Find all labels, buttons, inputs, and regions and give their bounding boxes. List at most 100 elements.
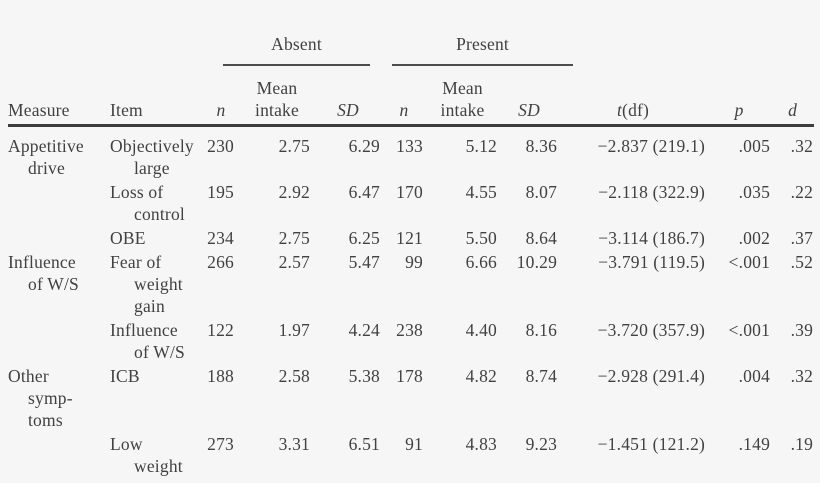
cell-measure [8, 179, 110, 225]
cell-absent-sd: 5.38 [348, 366, 381, 386]
header-present-mean-intake: Mean intake [426, 66, 500, 127]
cell-item: Fear of weight gain [110, 252, 183, 316]
table-row: Loss of control 195 2.92 6.47 170 4.55 8… [8, 179, 814, 225]
cell-absent-mean-intake: 2.58 [278, 366, 310, 386]
header-item: Item [110, 66, 202, 127]
group-header-spacer [559, 0, 814, 66]
cell-present-mean-intake: 4.82 [465, 366, 498, 386]
header-t-df: t(df) [559, 66, 708, 127]
t-label: t [616, 100, 623, 120]
cell-item: Influence of W/S [110, 320, 185, 362]
cell-present-mean-intake: 6.66 [465, 252, 498, 272]
cell-d: .39 [790, 320, 814, 340]
cell-d: .32 [790, 366, 814, 386]
group-header-absent-cell: Absent [202, 0, 382, 66]
cell-absent-sd: 5.47 [348, 252, 381, 272]
cell-item: Objectively large [110, 136, 194, 178]
cell-present-sd: 8.64 [525, 228, 558, 248]
table-row: OBE 234 2.75 6.25 121 5.50 8.64 −3.114 (… [8, 225, 814, 249]
cell-absent-sd: 6.29 [348, 136, 381, 156]
cell-absent-sd: 4.24 [348, 320, 381, 340]
cell-measure [8, 431, 110, 477]
cell-measure: Influence of W/S [8, 252, 79, 294]
cell-absent-n: 234 [207, 228, 234, 248]
cell-item: Loss of control [110, 182, 185, 224]
cell-d: .19 [790, 434, 814, 454]
cell-p: <.001 [728, 320, 771, 340]
cell-measure: Other symp- toms [8, 366, 73, 430]
cell-absent-n: 122 [207, 320, 234, 340]
cell-t-df: −2.928 (291.4) [597, 366, 706, 386]
cell-present-n: 238 [396, 320, 424, 340]
cell-t-df: −1.451 (121.2) [597, 434, 706, 454]
cell-t-df: −2.118 (322.9) [598, 182, 706, 202]
cell-p: <.001 [728, 252, 771, 272]
cell-measure [8, 225, 110, 249]
cell-present-sd: 8.16 [525, 320, 558, 340]
cell-present-n: 170 [396, 182, 424, 202]
cell-t-df: −3.720 (357.9) [597, 320, 706, 340]
df-label: (df) [622, 100, 650, 120]
cell-absent-sd: 6.25 [348, 228, 381, 248]
cell-absent-n: 188 [207, 366, 234, 386]
cell-absent-n: 195 [207, 182, 234, 202]
cell-absent-mean-intake: 2.57 [278, 252, 310, 272]
cell-item: OBE [110, 228, 146, 248]
group-header-present: Present [392, 33, 574, 66]
group-header-absent: Absent [223, 33, 371, 66]
group-header-spacer [8, 0, 202, 66]
cell-absent-n: 266 [207, 252, 234, 272]
cell-present-sd: 8.36 [525, 136, 558, 156]
table-row: Influence of W/S Fear of weight gain 266… [8, 249, 814, 317]
cell-d: .32 [790, 136, 814, 156]
header-measure: Measure [8, 66, 110, 127]
table-row: Low weight 273 3.31 6.51 91 4.83 9.23 −1… [8, 431, 814, 477]
cell-present-mean-intake: 4.83 [465, 434, 498, 454]
cell-present-n: 99 [405, 252, 424, 272]
cell-absent-mean-intake: 2.92 [278, 182, 310, 202]
header-absent-n: n [202, 66, 240, 127]
cell-present-sd: 8.07 [525, 182, 558, 202]
cell-absent-n: 230 [207, 136, 234, 156]
cell-absent-sd: 6.47 [348, 182, 381, 202]
cell-t-df: −2.837 (219.1) [597, 136, 706, 156]
header-absent-sd: SD [314, 66, 383, 127]
cell-item: Low weight [110, 434, 183, 476]
table-row: Other symp- toms ICB 188 2.58 5.38 178 4… [8, 363, 814, 431]
statistics-table: Absent Present Measure Item n Mean intak… [8, 0, 815, 477]
cell-t-df: −3.791 (119.5) [598, 252, 706, 272]
group-header-row: Absent Present [8, 0, 814, 66]
cell-present-sd: 9.23 [525, 434, 558, 454]
cell-absent-mean-intake: 2.75 [278, 136, 310, 156]
cell-measure: Appetitive drive [8, 136, 84, 178]
cell-measure [8, 317, 110, 363]
cell-absent-mean-intake: 2.75 [278, 228, 310, 248]
cell-p: .004 [738, 366, 771, 386]
cell-present-n: 121 [396, 228, 424, 248]
group-header-present-cell: Present [382, 0, 574, 66]
cell-present-sd: 8.74 [525, 366, 558, 386]
cell-present-n: 91 [405, 434, 424, 454]
cell-absent-mean-intake: 3.31 [278, 434, 310, 454]
header-present-sd: SD [499, 66, 560, 127]
cell-item: ICB [110, 366, 140, 386]
cell-absent-sd: 6.51 [348, 434, 381, 454]
cell-p: .005 [738, 136, 771, 156]
header-d: d [771, 66, 815, 127]
cell-present-n: 178 [396, 366, 424, 386]
cell-d: .22 [790, 182, 814, 202]
cell-present-mean-intake: 5.50 [465, 228, 498, 248]
cell-present-mean-intake: 4.40 [465, 320, 498, 340]
header-p: p [707, 66, 772, 127]
cell-p: .035 [738, 182, 771, 202]
cell-absent-n: 273 [207, 434, 234, 454]
cell-t-df: −3.114 (186.7) [598, 228, 706, 248]
cell-p: .149 [738, 434, 771, 454]
cell-d: .52 [790, 252, 814, 272]
cell-present-mean-intake: 5.12 [465, 136, 498, 156]
cell-absent-mean-intake: 1.97 [278, 320, 310, 340]
cell-d: .37 [790, 228, 814, 248]
table-row: Influence of W/S 122 1.97 4.24 238 4.40 … [8, 317, 814, 363]
cell-present-mean-intake: 4.55 [465, 182, 498, 202]
header-absent-mean-intake: Mean intake [240, 66, 314, 127]
